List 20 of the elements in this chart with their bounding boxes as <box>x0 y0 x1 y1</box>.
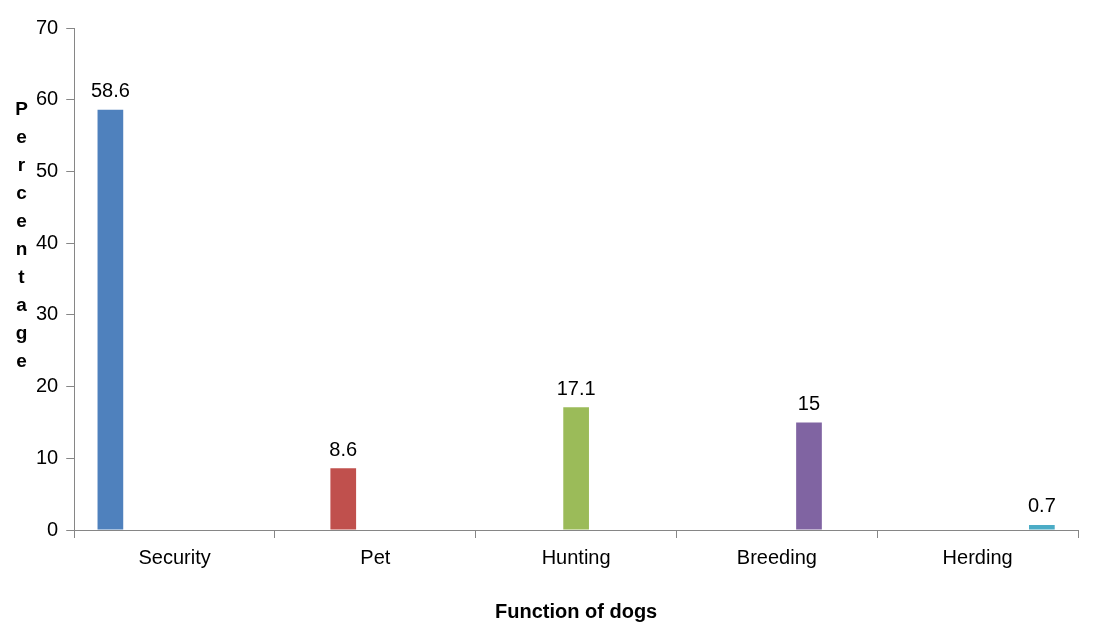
y-axis-title: Percentage <box>10 98 32 378</box>
y-tick-label: 30 <box>36 302 59 325</box>
data-label: 0.7 <box>1027 494 1056 517</box>
y-tick-label: 40 <box>36 230 59 253</box>
data-label: 58.6 <box>90 79 130 102</box>
x-tick-label: Hunting <box>541 545 611 568</box>
data-label: 15 <box>797 391 821 414</box>
x-tick-label: Security <box>138 545 211 568</box>
data-label: 8.6 <box>329 437 358 460</box>
y-tick-label: 20 <box>36 374 59 397</box>
x-tick-label: Breeding <box>736 545 817 568</box>
y-tick-label: 70 <box>36 15 59 38</box>
x-tick-label: Herding <box>942 545 1013 568</box>
x-axis-title: Function of dogs <box>495 599 658 622</box>
y-tick-label: 50 <box>36 158 59 181</box>
data-label: 17.1 <box>556 376 596 399</box>
x-tick-label: Pet <box>360 545 391 568</box>
y-tick-label: 10 <box>36 445 59 468</box>
y-tick-label: 0 <box>47 517 59 540</box>
y-tick-label: 60 <box>36 87 59 110</box>
